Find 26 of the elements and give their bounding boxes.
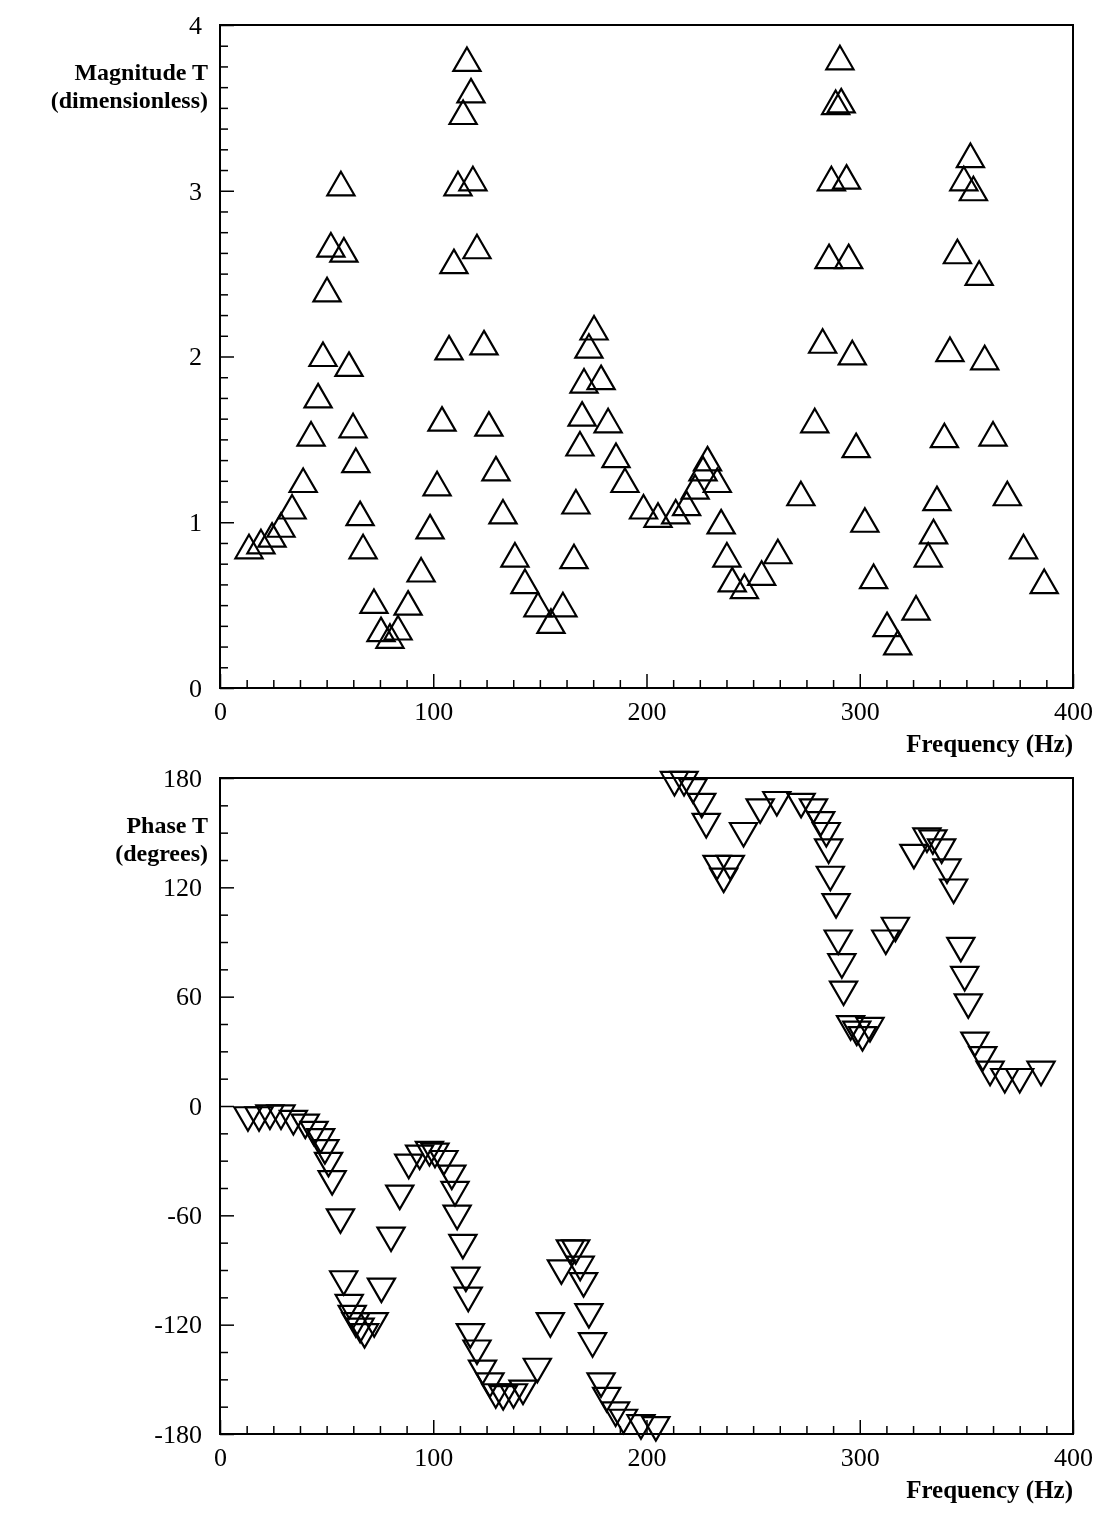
x-tick-label: 200 (627, 1443, 667, 1473)
y-tick-label: 60 (176, 982, 202, 1012)
x-axis-title: Frequency (Hz) (906, 1476, 1073, 1504)
x-tick-label: 0 (214, 697, 227, 727)
x-tick-label: 300 (840, 697, 880, 727)
y-tick-label: 120 (163, 873, 202, 903)
y-tick-label: 0 (189, 673, 202, 703)
y-tick-label: -180 (154, 1419, 202, 1449)
x-tick-label: 0 (214, 1443, 227, 1473)
y-tick-label: 180 (163, 763, 202, 793)
x-tick-label: 400 (1054, 1443, 1093, 1473)
y-tick-label: 3 (189, 176, 202, 206)
y-axis-title: Magnitude T (dimensionless) (50, 59, 208, 113)
y-tick-label: -60 (167, 1201, 202, 1231)
y-axis-title: Phase T (degrees) (115, 812, 208, 866)
x-tick-label: 200 (627, 697, 667, 727)
y-tick-label: -120 (154, 1310, 202, 1340)
y-tick-label: 4 (189, 10, 202, 40)
x-tick-label: 100 (414, 1443, 454, 1473)
y-tick-label: 2 (189, 342, 202, 372)
y-tick-label: 0 (189, 1091, 202, 1121)
y-tick-label: 1 (189, 508, 202, 538)
x-tick-label: 400 (1054, 697, 1093, 727)
x-axis-title: Frequency (Hz) (906, 730, 1073, 758)
x-tick-label: 100 (414, 697, 454, 727)
x-tick-label: 300 (840, 1443, 880, 1473)
